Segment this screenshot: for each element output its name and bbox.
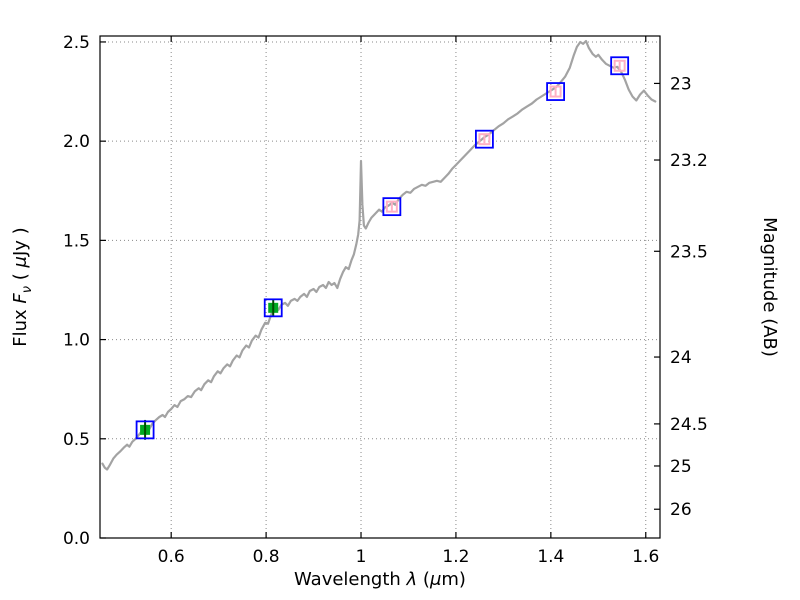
- magnitude-axis-label: Magnitude (AB): [759, 217, 780, 357]
- x-tick-label: 1.2: [442, 547, 469, 567]
- outer-square-marker: [263, 298, 283, 318]
- data-layer: [101, 39, 657, 471]
- plot-frame: [99, 35, 661, 539]
- flux-tick-label: 0.5: [63, 430, 90, 450]
- outer-square-marker: [382, 197, 402, 217]
- outer-square-marker: [610, 56, 630, 76]
- model-flux-marker: [385, 200, 398, 213]
- outer-square-marker: [546, 82, 565, 101]
- magnitude-tick-label: 25: [670, 457, 692, 477]
- spectrum-line: [101, 39, 657, 471]
- flux-tick-label: 2.5: [63, 33, 90, 53]
- model-flux-marker: [478, 133, 491, 146]
- grid-layer: [100, 36, 660, 538]
- outer-square-marker: [135, 420, 155, 440]
- x-tick-label: 1: [356, 547, 367, 567]
- x-tick-label: 1.4: [537, 547, 564, 567]
- x-tick-label: 0.8: [253, 547, 280, 567]
- model-flux-marker: [613, 59, 626, 72]
- magnitude-tick-label: 23: [670, 74, 692, 94]
- magnitude-tick-label: 23.2: [670, 151, 708, 171]
- x-tick-label: 1.6: [632, 547, 659, 567]
- magnitude-tick-label: 24.5: [670, 415, 708, 435]
- flux-tick-label: 2.0: [63, 132, 90, 152]
- magnitude-tick-label: 24: [670, 348, 692, 368]
- magnitude-tick-label: 23.5: [670, 242, 708, 262]
- flux-axis-label: Flux Fν ( μJy ): [10, 227, 35, 346]
- flux-tick-label: 0.0: [63, 529, 90, 549]
- axes-layer: 0.6 0.8 1 1.2 1.4 1.6 0.0 0.5 1.0 1.5 2.0 2.5 23 23.2…: [10, 33, 708, 590]
- wavelength-axis-label: Wavelength λ (μm): [294, 569, 466, 590]
- flux-tick-label: 1.5: [63, 231, 90, 251]
- magnitude-tick-label: 26: [670, 500, 692, 520]
- outer-square-marker: [475, 129, 494, 149]
- flux-tick-label: 1.0: [63, 331, 90, 351]
- x-tick-label: 0.6: [158, 547, 185, 567]
- model-flux-marker: [549, 85, 562, 98]
